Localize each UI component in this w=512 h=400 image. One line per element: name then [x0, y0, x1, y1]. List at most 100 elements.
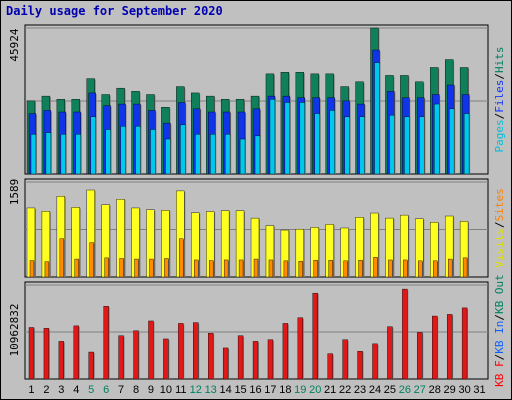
bar-sites-day-17: [268, 259, 274, 278]
x-tick-label-1: 1: [28, 384, 34, 396]
bar-kb-f-day-27: [417, 332, 423, 380]
chart-title: Daily usage for September 2020: [6, 4, 223, 18]
x-tick-label-10: 10: [160, 384, 172, 396]
bar-sites-day-5: [89, 242, 94, 278]
legend-entry: KB In: [493, 321, 506, 354]
bar-kb-f-day-15: [237, 335, 244, 380]
bar-pages-day-27: [419, 116, 425, 175]
legend-entry: Hits: [493, 47, 506, 74]
bar-pages-day-12: [195, 134, 201, 175]
legend-entry: Pages: [493, 119, 506, 152]
x-tick-label-17: 17: [264, 384, 276, 396]
bar-kb-f-day-28: [432, 315, 438, 380]
bar-kb-f-day-23: [357, 351, 363, 380]
bar-pages-day-6: [105, 129, 111, 175]
bar-kb-f-day-29: [446, 314, 453, 380]
x-tick-label-31: 31: [473, 384, 485, 396]
bar-sites-day-29: [447, 258, 453, 278]
bar-sites-day-2: [44, 261, 50, 278]
bar-kb-f-day-9: [148, 320, 154, 380]
bar-sites-day-11: [179, 238, 184, 278]
bar-pages-day-10: [165, 138, 171, 175]
bar-kb-f-day-13: [208, 333, 214, 380]
x-tick-label-29: 29: [444, 384, 456, 396]
bar-kb-f-day-4: [73, 325, 79, 380]
bar-sites-day-3: [59, 238, 65, 278]
bar-pages-day-28: [434, 103, 440, 175]
legend-entry: /: [493, 113, 506, 120]
bar-kb-f-day-8: [133, 330, 139, 380]
bar-kb-f-day-26: [402, 288, 408, 380]
legend-entry: Visits: [493, 228, 506, 268]
bar-sites-day-25: [388, 259, 393, 278]
bar-pages-day-15: [239, 138, 246, 175]
x-tick-label-16: 16: [249, 384, 261, 396]
bar-kb-f-day-3: [58, 341, 65, 380]
legend-entry: /: [493, 221, 506, 228]
x-tick-label-27: 27: [414, 384, 426, 396]
bar-kb-f-day-1: [28, 327, 35, 380]
bar-kb-f-day-10: [163, 338, 169, 380]
bar-sites-day-26: [403, 259, 408, 278]
bar-sites-day-12: [194, 259, 199, 278]
bar-kb-f-day-2: [43, 328, 50, 380]
legend-entry: Files: [493, 80, 506, 113]
bar-sites-day-24: [373, 257, 378, 278]
x-tick-label-18: 18: [279, 384, 291, 396]
x-tick-label-8: 8: [133, 384, 139, 396]
x-tick-label-13: 13: [205, 384, 217, 396]
bar-sites-day-10: [164, 258, 169, 278]
bar-pages-day-16: [254, 135, 261, 175]
bar-pages-day-22: [344, 116, 350, 175]
x-tick-label-25: 25: [384, 384, 396, 396]
bar-sites-day-8: [134, 258, 139, 278]
bar-pages-day-5: [90, 116, 96, 175]
bar-pages-day-23: [359, 116, 365, 175]
bar-sites-day-7: [119, 258, 124, 278]
bar-kb-f-day-5: [88, 351, 94, 380]
bar-pages-day-25: [389, 114, 395, 175]
bar-pages-day-4: [75, 134, 81, 175]
bar-kb-f-day-17: [267, 339, 274, 380]
bar-kb-f-day-18: [282, 323, 289, 380]
bar-pages-day-20: [314, 113, 320, 175]
legend-entry: /: [493, 354, 506, 361]
bar-kb-f-day-7: [118, 335, 124, 380]
y-tick-label-mid: 1589: [8, 179, 21, 206]
bar-sites-day-30: [462, 257, 468, 278]
x-tick-label-6: 6: [103, 384, 109, 396]
bar-sites-day-1: [29, 260, 35, 278]
bar-pages-day-9: [150, 129, 156, 175]
bar-kb-f-day-20: [312, 292, 318, 380]
bar-pages-day-14: [224, 134, 231, 175]
x-tick-label-26: 26: [399, 384, 411, 396]
x-tick-label-19: 19: [294, 384, 306, 396]
x-tick-label-15: 15: [234, 384, 246, 396]
bar-pages-day-13: [210, 134, 216, 175]
bar-sites-day-28: [433, 260, 438, 278]
legend-entry: /: [493, 314, 506, 321]
bar-sites-day-21: [328, 260, 333, 278]
bar-sites-day-27: [418, 260, 423, 278]
bar-sites-day-9: [149, 258, 154, 278]
x-tick-label-5: 5: [88, 384, 94, 396]
x-tick-label-2: 2: [43, 384, 49, 396]
bar-kb-f-day-21: [327, 353, 333, 380]
x-tick-label-4: 4: [73, 384, 79, 396]
bar-pages-day-24: [374, 62, 380, 175]
legend-entry: KB F: [493, 360, 506, 387]
bar-pages-day-21: [329, 110, 335, 175]
bar-kb-f-day-24: [372, 343, 378, 380]
legend-bot: KB F/KB In/KB Out: [493, 274, 506, 387]
bar-kb-f-day-30: [461, 307, 468, 380]
bar-sites-day-15: [238, 259, 244, 278]
y-tick-label-top: 45924: [8, 28, 21, 61]
x-tick-label-9: 9: [148, 384, 154, 396]
x-tick-label-3: 3: [58, 384, 64, 396]
bar-kb-f-day-22: [342, 339, 348, 380]
x-tick-label-12: 12: [190, 384, 202, 396]
bar-sites-day-4: [74, 258, 79, 278]
bar-pages-day-19: [299, 102, 305, 175]
bar-sites-day-22: [343, 260, 348, 278]
